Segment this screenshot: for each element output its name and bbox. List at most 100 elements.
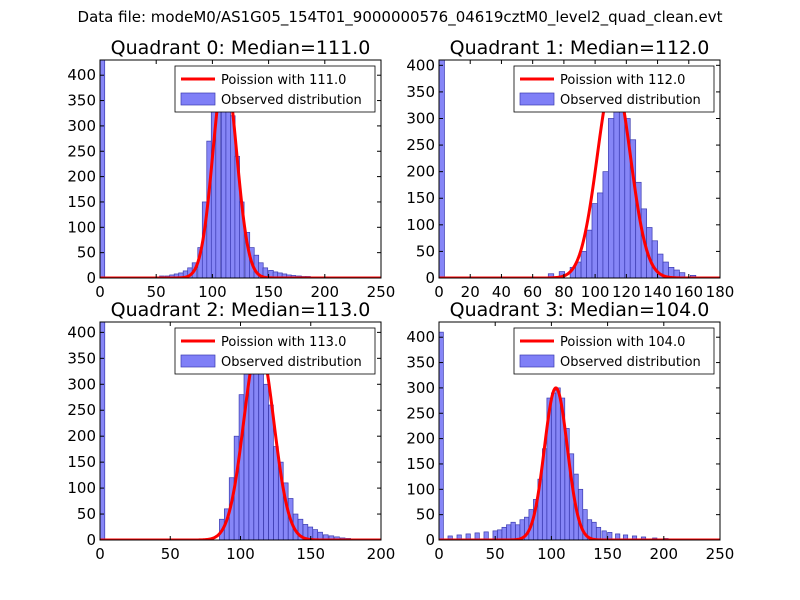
y-tick-label: 150 (406, 455, 435, 473)
legend-bar-swatch (180, 354, 216, 368)
chart-title: Quadrant 2: Median=113.0 (111, 299, 371, 321)
x-tick-label: 40 (492, 283, 511, 301)
x-tick-label: 200 (310, 283, 339, 301)
y-tick-label: 250 (406, 136, 435, 154)
y-tick-label: 0 (86, 269, 96, 287)
y-tick-label: 350 (67, 92, 96, 110)
legend-label-observed: Observed distribution (221, 355, 362, 370)
y-tick-label: 50 (77, 505, 96, 523)
poisson-curve (439, 386, 720, 540)
y-tick-label: 100 (67, 479, 96, 497)
legend-box (174, 65, 376, 113)
histogram-bar (497, 529, 503, 540)
legend: Poission with 112.0 Observed distribution (513, 65, 715, 113)
y-tick-label: 200 (406, 430, 435, 448)
y-tick-label: 100 (67, 218, 96, 236)
axes-frame (99, 59, 382, 279)
chart-panel-2: 0 50 100 150 200 0 50 100 150 200 250 300 350 400 Quad… (67, 299, 395, 563)
histogram-bar (631, 535, 638, 540)
histogram-bar (439, 60, 445, 278)
histogram-bar (100, 60, 106, 278)
legend: Poission with 111.0 Observed distribution (174, 65, 376, 113)
histogram-bar (506, 524, 512, 540)
figure-suptitle: Data file: modeM0/AS1G05_154T01_90000005… (77, 8, 723, 26)
x-tick-label: 20 (461, 283, 480, 301)
histogram-bar (622, 534, 629, 540)
x-tick-label: 60 (523, 283, 542, 301)
y-tick-label: 300 (406, 109, 435, 127)
x-tick-label: 50 (147, 283, 166, 301)
x-tick-label: 200 (649, 545, 678, 563)
chart-title: Quadrant 3: Median=104.0 (450, 299, 710, 321)
y-tick-label: 350 (406, 83, 435, 101)
histogram-bar (334, 536, 340, 540)
histogram-bar (253, 368, 259, 540)
histogram-bar (580, 251, 587, 278)
histogram-bar (608, 118, 615, 278)
y-tick-label: 0 (425, 269, 435, 287)
legend-label-poisson: Poission with 104.0 (560, 335, 685, 350)
x-tick-label: 250 (706, 545, 735, 563)
y-tick-label: 150 (67, 193, 96, 211)
chart-panel-1: 0 20 40 60 80 100 120 140 160 1800501001502002503… (406, 37, 734, 301)
x-tick-label: 50 (486, 545, 505, 563)
poisson-curve (100, 341, 381, 540)
y-tick-label: 200 (406, 163, 435, 181)
y-tick-label: 350 (406, 354, 435, 372)
plot-area (100, 60, 381, 278)
y-tick-label: 150 (67, 453, 96, 471)
x-tick-label: 50 (161, 545, 180, 563)
plot-area (439, 331, 720, 540)
x-tick-label: 180 (706, 283, 735, 301)
x-tick-label: 0 (434, 545, 444, 563)
legend-bar-swatch (180, 92, 216, 106)
x-tick-label: 160 (674, 283, 703, 301)
legend: Poission with 104.0 Observed distribution (513, 327, 715, 375)
y-tick-label: 400 (406, 328, 435, 346)
y-tick-label: 250 (67, 401, 96, 419)
legend-label-poisson: Poission with 111.0 (221, 73, 346, 88)
histogram-bar (474, 532, 480, 540)
histogram-bar (591, 521, 597, 540)
x-tick-label: 150 (593, 545, 622, 563)
x-tick-label: 80 (554, 283, 573, 301)
y-tick-label: 0 (425, 531, 435, 549)
histogram-bar (456, 534, 462, 540)
legend-label-observed: Observed distribution (560, 355, 701, 370)
histogram-bar (268, 404, 274, 540)
y-tick-label: 100 (406, 216, 435, 234)
x-tick-label: 150 (296, 545, 325, 563)
y-tick-label: 350 (67, 349, 96, 367)
x-tick-label: 0 (95, 545, 105, 563)
y-tick-label: 250 (406, 404, 435, 422)
y-tick-label: 300 (406, 379, 435, 397)
histogram-bar (263, 383, 269, 540)
x-tick-label: 150 (254, 283, 283, 301)
y-tick-label: 400 (67, 66, 96, 84)
histogram-bar (551, 392, 557, 540)
histogram-bar (591, 203, 598, 278)
x-tick-label: 120 (612, 283, 641, 301)
histogram-bar (555, 387, 561, 540)
x-tick-label: 200 (367, 545, 396, 563)
histogram-bar (602, 171, 609, 278)
y-tick-label: 0 (86, 531, 96, 549)
histogram-bar (262, 267, 269, 278)
chart-title: Quadrant 1: Median=112.0 (450, 37, 710, 59)
y-tick-label: 50 (416, 506, 435, 524)
legend: Poission with 113.0 Observed distribution (174, 327, 376, 375)
x-tick-label: 0 (434, 283, 444, 301)
x-tick-label: 100 (581, 283, 610, 301)
axes-frame (438, 59, 721, 279)
legend-bar-swatch (519, 92, 555, 106)
legend-label-poisson: Poission with 113.0 (221, 335, 346, 350)
y-tick-label: 400 (67, 323, 96, 341)
y-tick-label: 300 (67, 117, 96, 135)
y-tick-label: 50 (77, 244, 96, 262)
y-tick-label: 200 (67, 168, 96, 186)
y-tick-label: 400 (406, 56, 435, 74)
y-tick-label: 250 (67, 142, 96, 160)
y-tick-label: 100 (406, 480, 435, 498)
chart-title: Quadrant 0: Median=111.0 (111, 37, 371, 59)
histogram-bar (510, 521, 516, 540)
